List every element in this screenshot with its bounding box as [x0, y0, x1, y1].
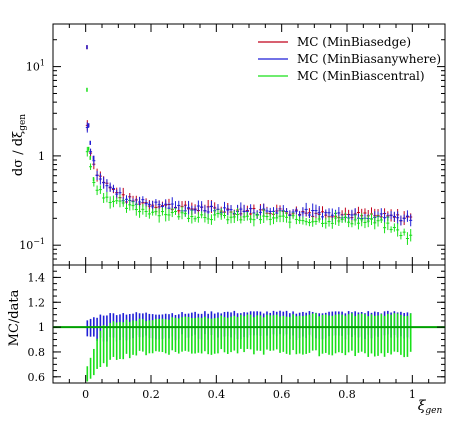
ratio-x-tick-label: 0.2: [142, 388, 160, 401]
series-2-points: [85, 87, 413, 245]
ratio-panel-data: [53, 310, 445, 382]
ratio-series-1: [86, 313, 412, 382]
ratio-x-tick-label: 1: [409, 388, 416, 401]
ratio-y-tick-label: 1.4: [28, 271, 46, 284]
ratio-y-tick-label: 0.8: [28, 346, 46, 359]
legend: MC (MinBiasedge) MC (MinBiasanywhere) MC (…: [258, 35, 441, 83]
main-panel-data: [85, 45, 413, 245]
ratio-x-tick-label: 0.8: [338, 388, 356, 401]
ratio-y-tick-label: 1.2: [28, 296, 46, 309]
legend-label-2: MC (MinBiascentral): [297, 69, 425, 83]
ratio-x-tick-label: 0: [82, 388, 89, 401]
ratio-x-tick-label: 0.4: [208, 388, 226, 401]
ratio-y-tick-label: 1: [38, 321, 45, 334]
ratio-y-tick-label: 0.6: [28, 371, 46, 384]
main-y-tick-label: 10−1: [19, 237, 45, 252]
legend-label-1: MC (MinBiasanywhere): [297, 52, 441, 66]
legend-label-0: MC (MinBiasedge): [297, 35, 411, 49]
main-y-tick-label: 101: [26, 59, 45, 74]
ratio-panel-frame: [52, 264, 446, 384]
main-panel-axes: 10−1 1 101: [19, 23, 446, 266]
ratio-x-tick-label: 0.6: [273, 388, 291, 401]
main-y-tick-label: 1: [38, 150, 45, 163]
ratio-y-axis-label: MC/data: [7, 289, 22, 346]
main-y-axis-label: dσ / dξgen: [11, 114, 28, 176]
ratio-panel-axes: 0.6 0.8 1 1.2 1.4 0 0.2 0.4 0.6 0.8 1: [28, 265, 446, 401]
x-axis-label: ξgen: [418, 398, 443, 416]
